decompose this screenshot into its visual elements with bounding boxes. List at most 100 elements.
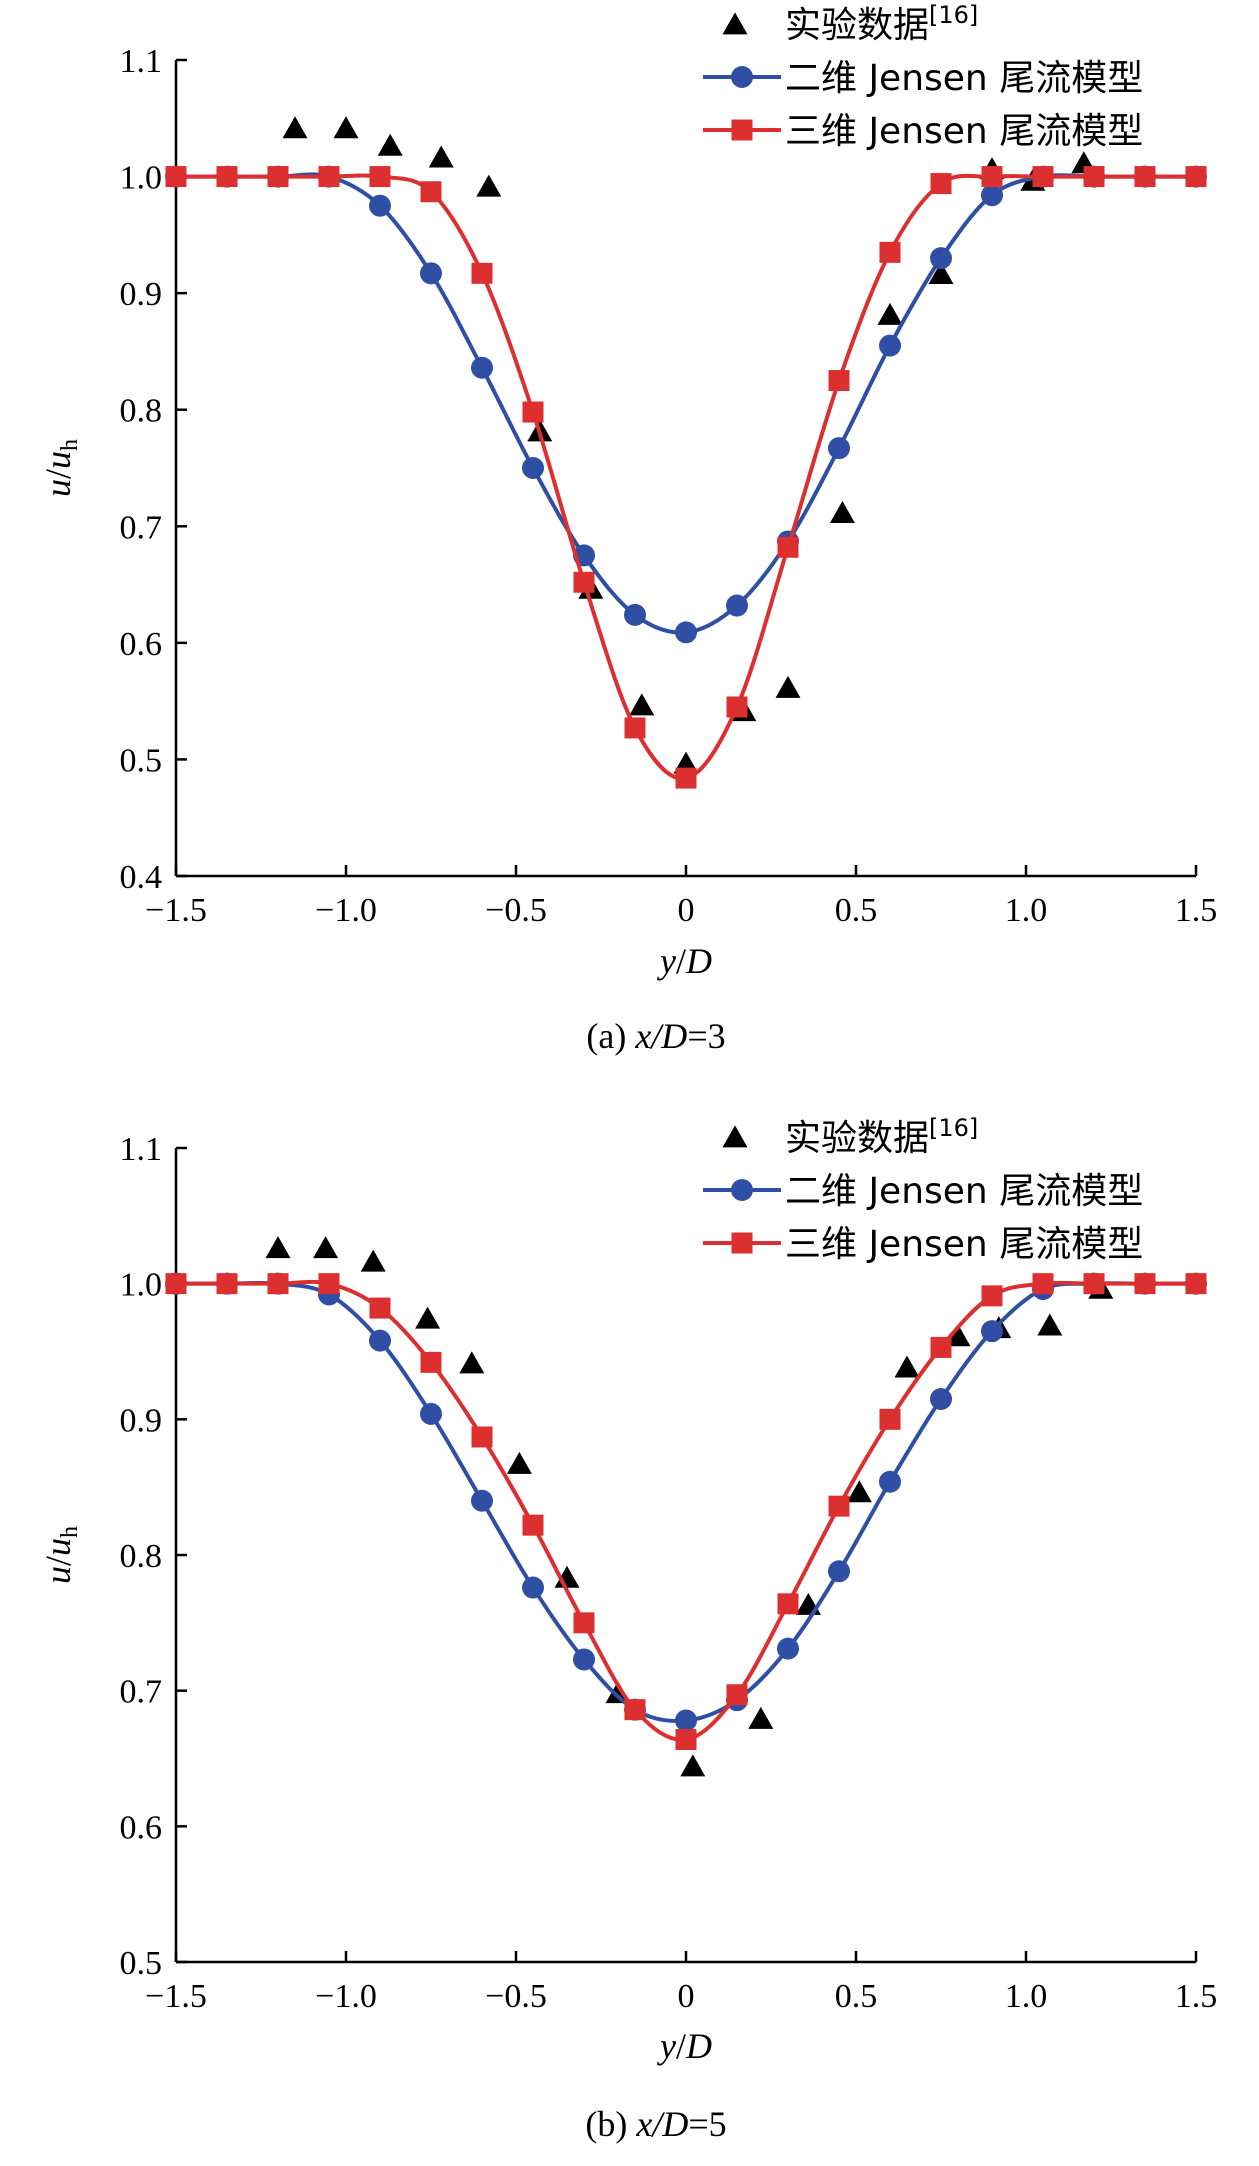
x-tick-label: 0.5 <box>835 1978 878 2015</box>
data-point <box>415 1306 441 1329</box>
series-line <box>176 172 1196 635</box>
caption-prefix: (a) <box>586 1016 635 1056</box>
y-tick-label: 0.7 <box>120 509 163 546</box>
data-point <box>360 1249 386 1272</box>
data-point <box>828 370 850 392</box>
legend-marker <box>731 119 753 141</box>
y-axis-label-var: u <box>38 1566 78 1584</box>
data-point <box>369 1329 391 1352</box>
data-point <box>1037 1313 1063 1336</box>
legend-label-text: 实验数据 <box>785 5 929 46</box>
data-point <box>1032 1273 1054 1295</box>
x-axis-label-sep: / <box>676 941 686 981</box>
data-point <box>879 1470 901 1493</box>
y-tick-label: 1.0 <box>120 1267 163 1304</box>
x-tick-label: 0 <box>678 892 695 929</box>
data-point <box>459 1351 485 1374</box>
legend-label-model-2d: 二维 Jensen 尾流模型 <box>785 1171 1143 1212</box>
series-model-3d <box>165 166 1207 789</box>
x-tick-label: −0.5 <box>485 892 547 929</box>
y-tick-label: 1.0 <box>120 160 163 197</box>
data-point <box>675 1729 697 1751</box>
data-point <box>265 1236 291 1259</box>
data-point <box>522 401 544 423</box>
legend-label-text: 三维 Jensen 尾流模型 <box>785 111 1143 152</box>
legend-label-text: 实验数据 <box>785 1118 929 1159</box>
x-tick-label: 0 <box>678 1978 695 2015</box>
data-point <box>879 334 901 357</box>
data-point <box>471 356 493 379</box>
data-point <box>165 1273 187 1295</box>
data-point <box>573 1612 595 1634</box>
series-line <box>176 173 1196 781</box>
data-point <box>1083 166 1105 188</box>
data-point <box>624 717 646 739</box>
data-point <box>165 166 187 188</box>
data-point <box>369 166 391 188</box>
data-point <box>377 133 403 156</box>
y-axis-label-subscript: h <box>57 439 83 451</box>
y-axis-label: u/uh <box>38 1526 83 1584</box>
data-point <box>1083 1273 1105 1295</box>
y-tick-label: 0.8 <box>120 393 163 430</box>
data-point <box>476 174 502 197</box>
data-point <box>879 241 901 263</box>
x-tick-label: 1.5 <box>1175 1978 1218 2015</box>
x-axis-label-sep: / <box>676 2026 686 2066</box>
data-point <box>675 621 697 644</box>
data-point <box>930 247 952 270</box>
data-point <box>828 1560 850 1583</box>
y-axis-label-subscript: h <box>57 1526 83 1538</box>
y-tick-label: 0.9 <box>120 276 163 313</box>
data-point <box>981 1285 1003 1307</box>
data-point <box>420 1351 442 1373</box>
x-tick-label: 1.0 <box>1005 1978 1048 2015</box>
y-tick-label: 1.1 <box>120 43 163 80</box>
data-point <box>879 1408 901 1430</box>
legend-reference: [16] <box>929 1114 978 1142</box>
x-tick-label: 1.5 <box>1175 892 1218 929</box>
caption-value: =3 <box>687 1016 725 1056</box>
y-tick-label: 0.6 <box>120 626 163 663</box>
data-point <box>471 262 493 284</box>
data-point <box>506 1451 532 1474</box>
y-tick-label: 0.5 <box>120 742 163 779</box>
y-axis-label-var: u <box>38 1538 78 1556</box>
legend-reference: [16] <box>929 1 978 29</box>
y-tick-label: 0.6 <box>120 1809 163 1846</box>
data-point <box>726 594 748 617</box>
x-axis-label-var: D <box>685 2026 712 2066</box>
data-point <box>573 1648 595 1671</box>
data-point <box>828 437 850 460</box>
data-point <box>522 1514 544 1536</box>
data-point <box>775 675 801 698</box>
legend-label-model-3d: 三维 Jensen 尾流模型 <box>785 1224 1143 1265</box>
data-point <box>420 181 442 203</box>
caption-prefix: (b) <box>585 2104 636 2144</box>
y-axis-label-sep: / <box>38 1556 78 1566</box>
x-axis-label-var: y <box>657 941 676 981</box>
y-tick-label: 1.1 <box>120 1131 163 1168</box>
legend-marker <box>731 66 753 88</box>
data-point <box>777 536 799 558</box>
y-axis-label-var: u <box>38 479 78 497</box>
series-line <box>176 1279 1196 1742</box>
series-model-3d <box>165 1273 1207 1751</box>
data-point <box>894 1355 920 1378</box>
data-point <box>629 693 655 716</box>
legend-label-model-2d: 二维 Jensen 尾流模型 <box>785 58 1143 99</box>
y-tick-label: 0.7 <box>120 1674 163 1711</box>
data-point <box>624 603 646 626</box>
data-point <box>930 1336 952 1358</box>
data-point <box>675 1709 697 1732</box>
y-tick-label: 0.4 <box>120 859 163 896</box>
legend-marker <box>731 1232 753 1254</box>
data-point <box>829 500 855 523</box>
data-point <box>471 1489 493 1512</box>
data-point <box>420 1402 442 1425</box>
data-point <box>777 1593 799 1615</box>
data-point <box>945 1324 971 1347</box>
data-point <box>267 1273 289 1295</box>
